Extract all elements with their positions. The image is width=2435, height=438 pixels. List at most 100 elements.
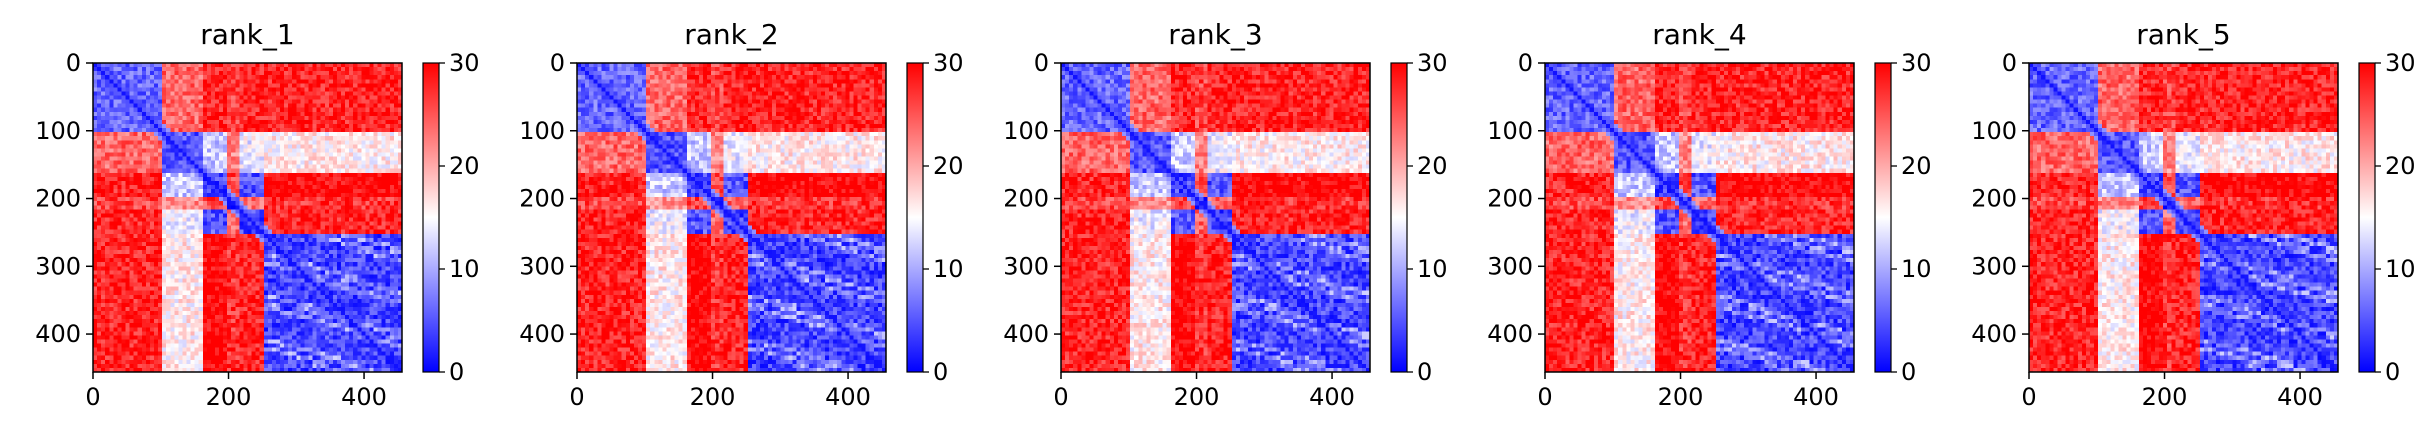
heatmap-cell xyxy=(214,270,220,276)
heatmap-cell xyxy=(312,95,318,101)
heatmap-cell xyxy=(292,123,297,129)
heatmap-cell xyxy=(174,286,179,292)
heatmap-cell xyxy=(255,91,261,97)
heatmap-cell xyxy=(361,278,367,284)
heatmap-cell xyxy=(389,282,395,288)
heatmap-cell xyxy=(170,123,175,129)
heatmap-cell xyxy=(158,217,163,223)
heatmap-cell xyxy=(349,87,354,93)
heatmap-cell xyxy=(231,282,236,288)
heatmap-cell xyxy=(141,311,147,316)
heatmap-cell xyxy=(243,136,249,141)
heatmap-cell xyxy=(349,180,354,186)
heatmap-cell xyxy=(251,217,257,223)
heatmap-cell xyxy=(210,168,216,174)
heatmap-cell xyxy=(389,311,395,316)
heatmap-cell xyxy=(336,75,342,80)
heatmap-cell xyxy=(145,156,151,162)
heatmap-cell xyxy=(397,83,403,88)
heatmap-cell xyxy=(292,302,297,308)
heatmap-cell xyxy=(255,67,261,72)
heatmap-cell xyxy=(198,115,204,121)
heatmap-cell xyxy=(381,290,387,296)
heatmap-cell xyxy=(109,193,114,198)
heatmap-cell xyxy=(332,63,338,68)
heatmap-cell xyxy=(296,168,301,174)
heatmap-cell xyxy=(324,217,330,223)
heatmap-cell xyxy=(121,266,127,271)
heatmap-cell xyxy=(174,311,179,316)
heatmap-cell xyxy=(166,156,171,162)
heatmap-cell xyxy=(316,168,322,174)
heatmap-cell xyxy=(255,115,261,121)
heatmap-cell xyxy=(393,107,399,113)
heatmap-cell xyxy=(361,95,367,101)
heatmap-cell xyxy=(341,144,346,149)
heatmap-cell xyxy=(178,160,184,166)
heatmap-cell xyxy=(251,95,257,101)
heatmap-cell xyxy=(251,168,257,174)
heatmap-cell xyxy=(182,217,188,223)
heatmap-cell xyxy=(101,160,106,166)
heatmap-cell xyxy=(385,302,391,308)
heatmap-cell xyxy=(239,270,245,276)
heatmap-cell xyxy=(300,233,306,239)
heatmap-cell xyxy=(271,107,277,113)
heatmap-cell xyxy=(373,237,379,243)
heatmap-cell xyxy=(227,237,232,243)
heatmap-cell xyxy=(121,140,127,145)
heatmap-cell xyxy=(162,83,167,88)
heatmap-cell xyxy=(137,323,143,328)
heatmap-cell xyxy=(357,258,362,263)
heatmap-cell xyxy=(202,250,208,255)
heatmap-cell xyxy=(93,148,98,154)
heatmap-cell xyxy=(231,323,236,328)
heatmap-cell xyxy=(296,193,301,198)
heatmap-cell xyxy=(284,254,289,259)
heatmap-cell xyxy=(149,229,155,235)
heatmap-cell xyxy=(166,254,171,259)
heatmap-cell xyxy=(239,205,245,210)
heatmap-cell xyxy=(109,140,114,145)
heatmap-cell xyxy=(308,225,314,231)
heatmap-cell xyxy=(170,71,175,76)
heatmap-cell xyxy=(349,217,354,223)
heatmap-cell xyxy=(162,111,167,117)
heatmap-cell xyxy=(231,160,236,166)
heatmap-cell xyxy=(137,213,143,219)
heatmap-cell xyxy=(255,327,261,332)
heatmap-cell xyxy=(271,67,277,72)
heatmap-cell xyxy=(324,172,330,178)
heatmap-cell xyxy=(353,254,358,259)
heatmap-cell xyxy=(182,75,188,80)
heatmap-cell xyxy=(300,180,306,186)
heatmap-cell xyxy=(219,201,224,206)
heatmap-cell xyxy=(292,152,297,158)
heatmap-cell xyxy=(280,140,285,145)
heatmap-cell xyxy=(109,115,114,121)
heatmap-cell xyxy=(381,75,387,80)
heatmap-cell xyxy=(101,83,106,88)
heatmap-cell xyxy=(267,302,273,308)
heatmap-cell xyxy=(137,254,143,259)
heatmap-cell xyxy=(397,323,403,328)
heatmap-cell xyxy=(304,311,310,316)
heatmap-cell xyxy=(259,258,265,263)
heatmap-cell xyxy=(158,278,163,284)
heatmap-cell xyxy=(381,79,387,84)
heatmap-cell xyxy=(117,237,123,243)
heatmap-cell xyxy=(361,79,367,84)
heatmap-cell xyxy=(369,270,375,276)
heatmap-cell xyxy=(304,254,310,259)
heatmap-cell xyxy=(259,103,265,109)
heatmap-cell xyxy=(117,123,123,129)
heatmap-cell xyxy=(174,323,179,328)
heatmap-cell xyxy=(271,262,277,267)
heatmap-cell xyxy=(101,274,106,280)
heatmap-cell xyxy=(284,95,289,101)
heatmap-cell xyxy=(365,103,371,109)
heatmap-cell xyxy=(284,119,289,125)
heatmap-cell xyxy=(280,197,285,202)
heatmap-cell xyxy=(182,67,188,72)
heatmap-cell xyxy=(101,213,106,219)
